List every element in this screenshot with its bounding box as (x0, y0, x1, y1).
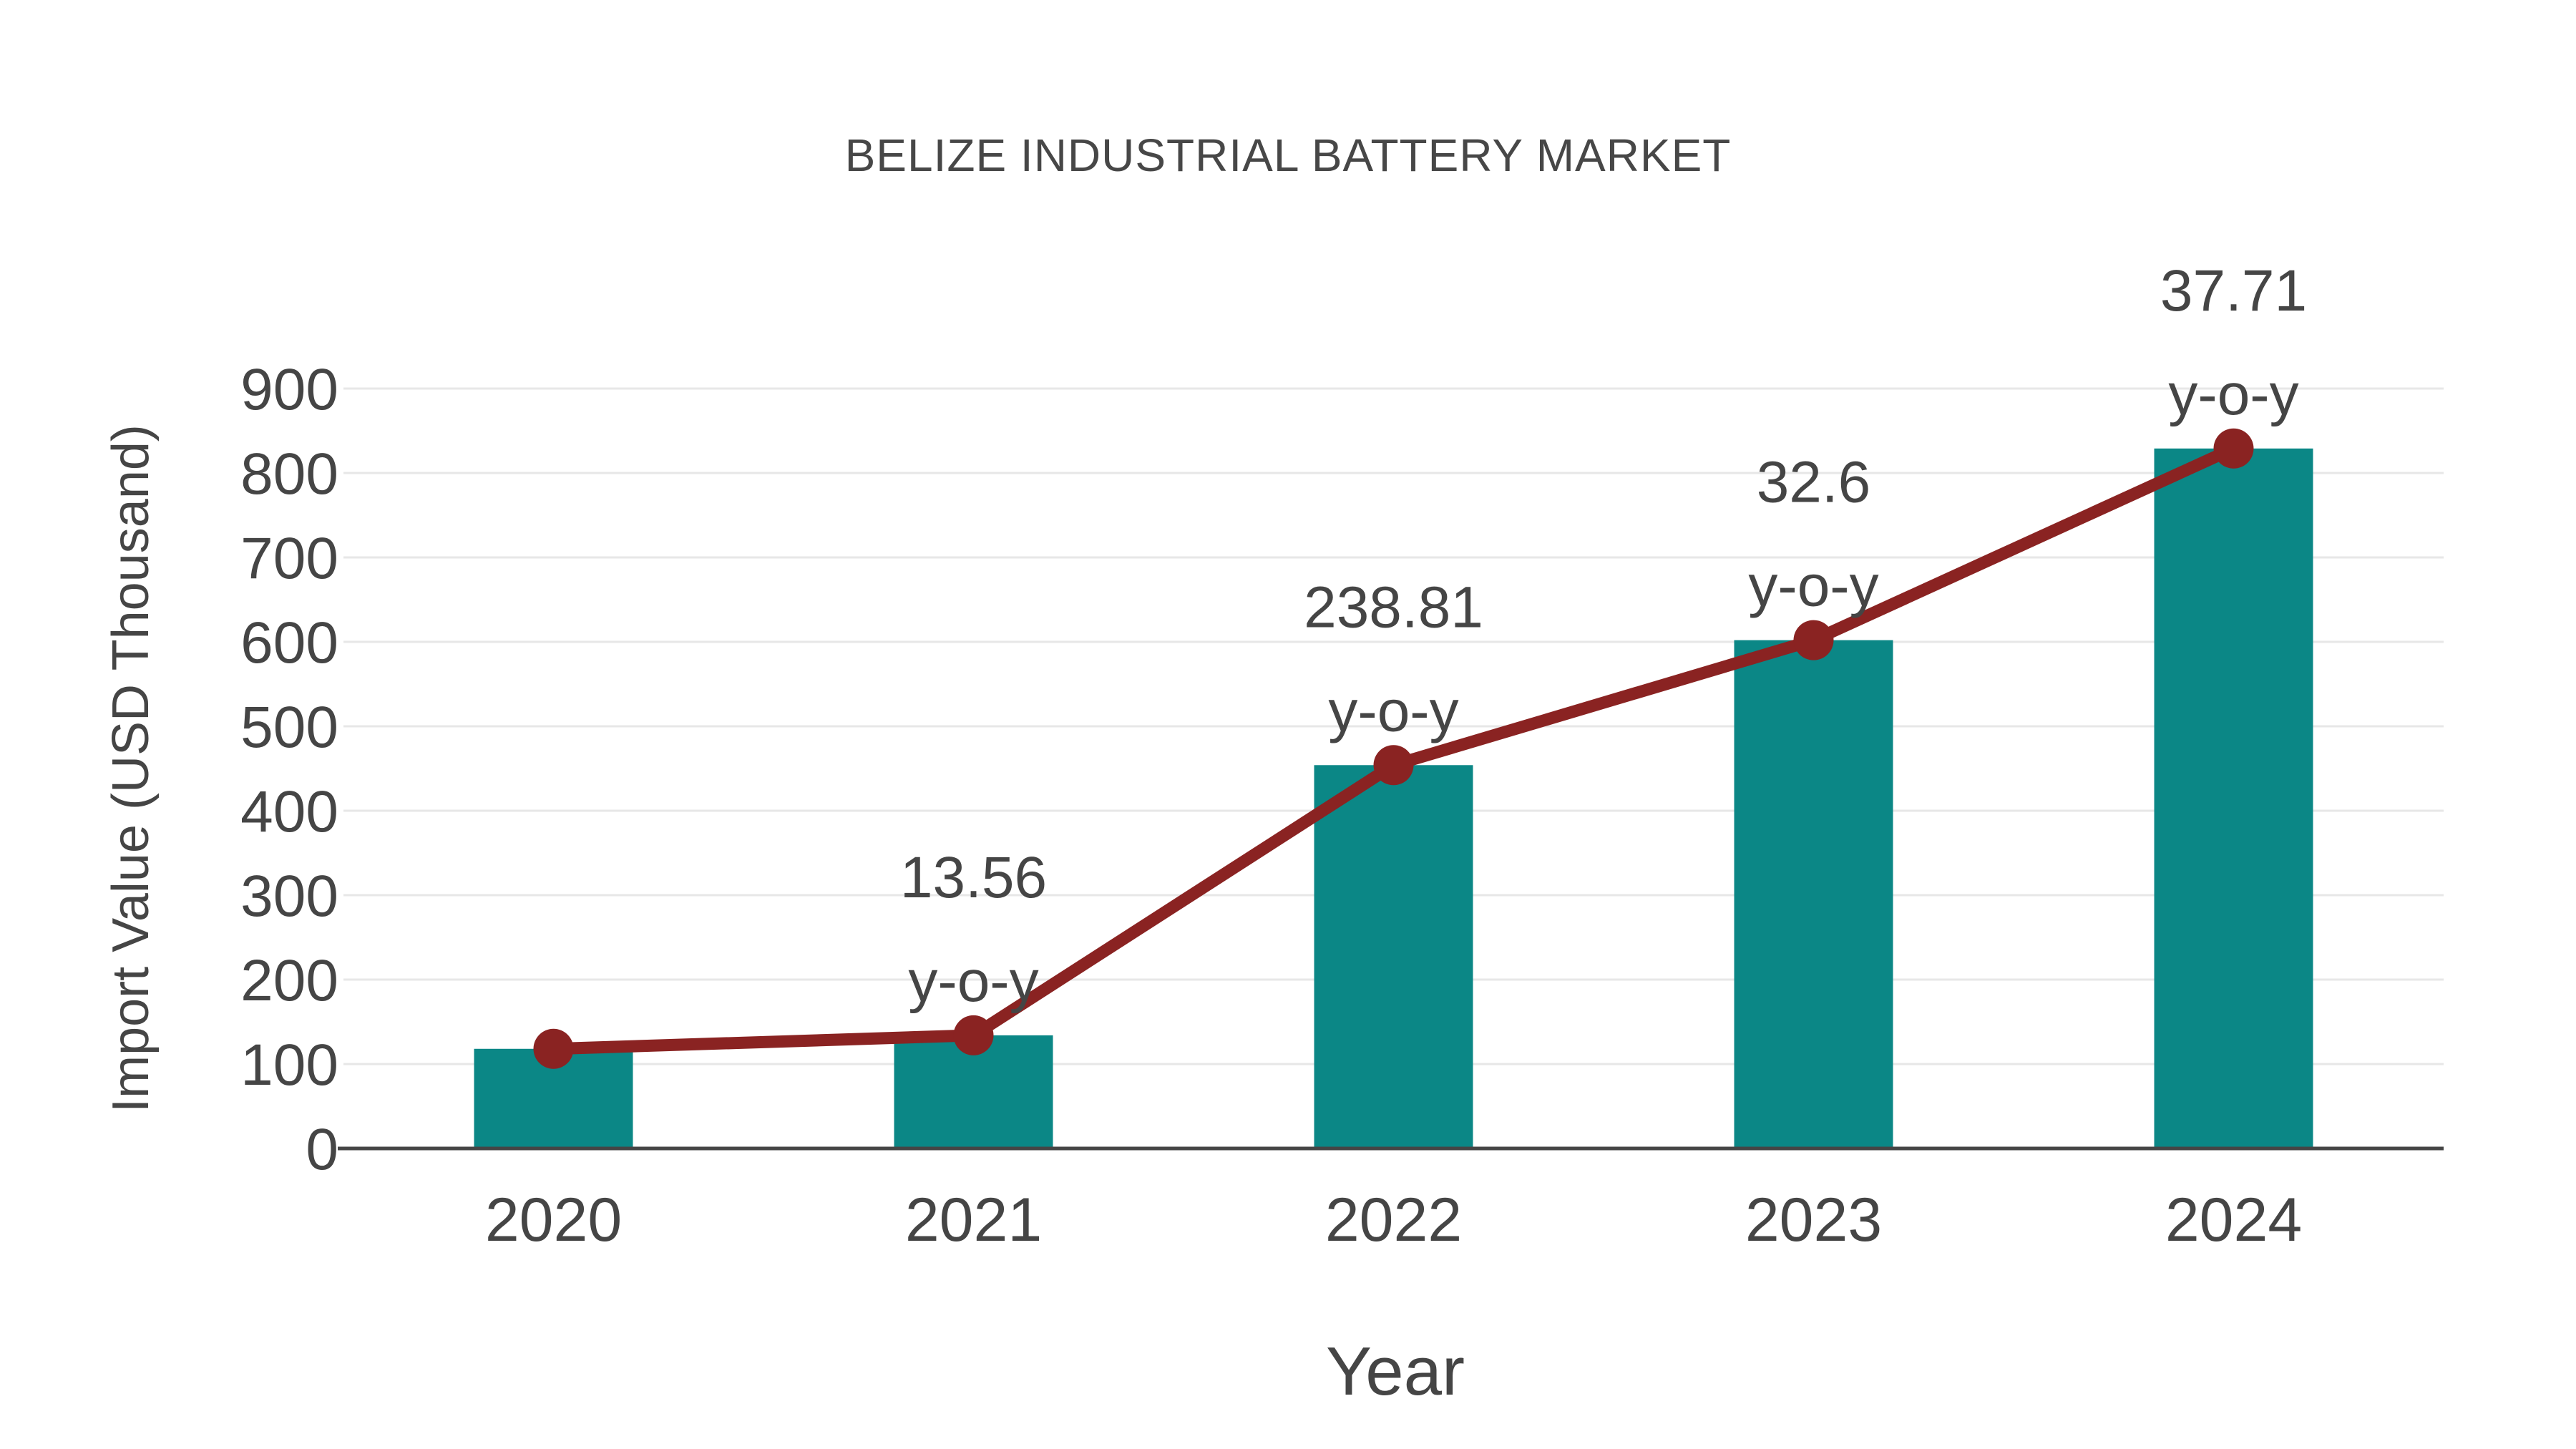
y-tick-label-600: 600 (240, 610, 338, 675)
bar-2024 (2154, 448, 2313, 1148)
bar-2023 (1734, 640, 1893, 1148)
x-tick-label-2024: 2024 (2165, 1186, 2302, 1254)
y-tick-label-300: 300 (240, 864, 338, 929)
growth-value-label-2021: 13.56 (900, 845, 1047, 910)
growth-value-label-2023: 32.6 (1757, 450, 1871, 515)
y-tick-label-100: 100 (240, 1033, 338, 1098)
growth-suffix-label-2023: y-o-y (1748, 554, 1878, 619)
y-tick-label-0: 0 (306, 1117, 338, 1182)
growth-value-label-2024: 37.71 (2160, 258, 2307, 323)
marker-2023 (1793, 620, 1834, 660)
bar-2022 (1314, 765, 1473, 1148)
marker-2024 (2213, 428, 2254, 469)
growth-value-label-2022: 238.81 (1304, 575, 1483, 640)
x-tick-label-2023: 2023 (1745, 1186, 1882, 1254)
growth-suffix-label-2022: y-o-y (1328, 678, 1458, 743)
y-tick-label-400: 400 (240, 779, 338, 844)
marker-2022 (1373, 745, 1414, 786)
growth-suffix-label-2024: y-o-y (2168, 362, 2298, 427)
y-tick-label-500: 500 (240, 695, 338, 760)
x-tick-label-2021: 2021 (905, 1186, 1042, 1254)
chart-title: BELIZE INDUSTRIAL BATTERY MARKET (844, 130, 1732, 181)
marker-2020 (533, 1028, 574, 1069)
marker-2021 (953, 1015, 994, 1055)
growth-suffix-label-2021: y-o-y (908, 949, 1038, 1014)
x-tick-label-2022: 2022 (1325, 1186, 1462, 1254)
y-tick-label-900: 900 (240, 357, 338, 422)
y-tick-label-700: 700 (240, 526, 338, 591)
x-tick-label-2020: 2020 (485, 1186, 622, 1254)
x-axis-title: Year (1326, 1333, 1465, 1410)
y-tick-label-800: 800 (240, 441, 338, 507)
y-tick-label-200: 200 (240, 948, 338, 1013)
